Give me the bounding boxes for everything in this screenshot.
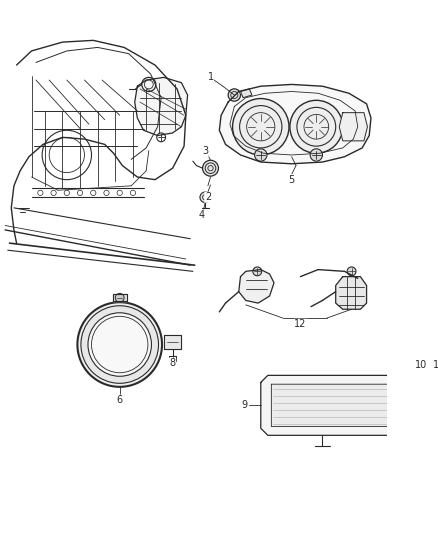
Circle shape [430, 397, 438, 414]
Text: 5: 5 [289, 175, 295, 184]
Text: 12: 12 [294, 319, 307, 329]
Circle shape [88, 313, 152, 376]
Text: 3: 3 [202, 147, 208, 157]
Circle shape [78, 302, 162, 387]
Circle shape [253, 267, 261, 276]
Polygon shape [261, 375, 411, 435]
Circle shape [233, 99, 289, 155]
Circle shape [310, 149, 322, 161]
Polygon shape [336, 277, 367, 309]
Polygon shape [135, 77, 187, 135]
Text: 4: 4 [199, 210, 205, 220]
Polygon shape [164, 335, 181, 349]
Polygon shape [219, 84, 371, 164]
Text: 8: 8 [170, 358, 176, 368]
Polygon shape [113, 294, 127, 301]
Text: 10: 10 [415, 360, 427, 370]
Polygon shape [339, 112, 367, 141]
Circle shape [228, 89, 240, 101]
Polygon shape [272, 384, 403, 426]
Text: 2: 2 [205, 192, 211, 203]
Text: 1: 1 [208, 72, 214, 83]
Circle shape [290, 100, 343, 153]
Circle shape [115, 293, 124, 302]
Circle shape [254, 149, 267, 161]
Circle shape [347, 267, 356, 276]
Circle shape [81, 306, 159, 383]
Circle shape [200, 192, 211, 203]
Text: 9: 9 [241, 400, 247, 410]
Circle shape [409, 393, 434, 418]
Circle shape [203, 160, 219, 176]
Text: 6: 6 [117, 395, 123, 405]
Polygon shape [240, 89, 252, 98]
Polygon shape [239, 270, 274, 303]
Text: 11: 11 [433, 360, 438, 370]
